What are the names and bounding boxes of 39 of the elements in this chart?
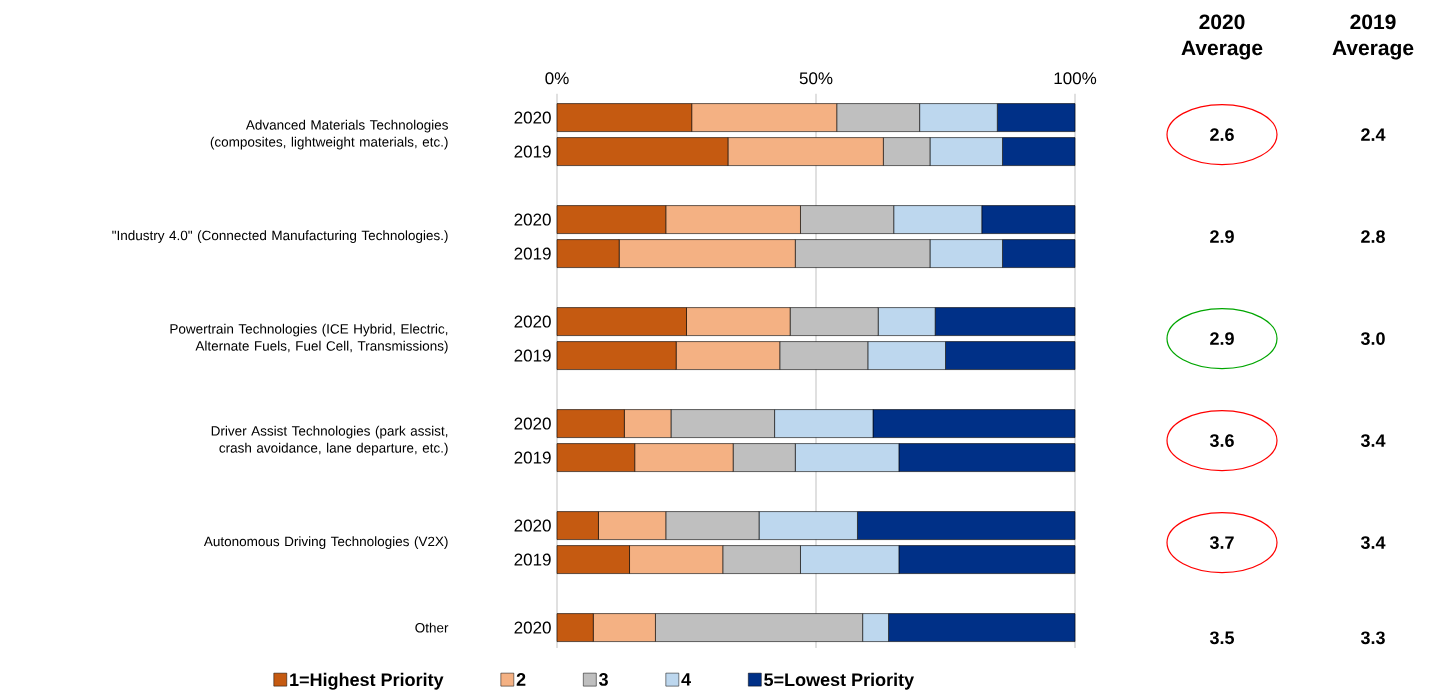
legend-label: 1=Highest Priority: [290, 672, 444, 690]
y-tick-label: 2020: [514, 621, 551, 634]
legend-label: 2: [516, 673, 526, 686]
text: Advanced Materials Technologies (composites, lightweight materials, etc.): [210, 119, 448, 150]
text: 2.4: [1361, 128, 1386, 141]
text: 2020 Average: [1181, 14, 1263, 60]
y-tick-label: 2020: [514, 213, 551, 226]
x-tick-label: 100%: [1054, 72, 1097, 85]
text: Other: [415, 622, 449, 633]
x-tick-label: 50%: [799, 72, 833, 85]
text: 2019 Average: [1332, 14, 1414, 60]
text: 3.4: [1360, 536, 1386, 549]
text: 2.9: [1210, 230, 1234, 243]
legend-label: 3: [598, 673, 608, 686]
y-tick-label: 2020: [514, 111, 551, 124]
y-tick-label: 2020: [514, 417, 551, 430]
y-tick-label: 2019: [514, 451, 551, 464]
y-tick-label: 2019: [514, 553, 551, 566]
x-tick-label: 0%: [545, 72, 569, 85]
y-tick-label: 2020: [514, 315, 551, 328]
text: Autonomous Driving Technologies (V2X): [203, 536, 448, 549]
text: 3.6: [1209, 434, 1234, 447]
text: "Industry 4.0" (Connected Manufacturing Technologies.): [112, 230, 448, 243]
text: 2.9: [1210, 332, 1234, 345]
text: Driver Assist Technologies (park assist, crash avoidance, lane departure, etc.): [211, 425, 448, 456]
legend-label: 4: [681, 673, 691, 686]
text: Powertrain Technologies (ICE Hybrid, Electric, Alternate Fuels, Fuel Cell, Transmissions): [170, 323, 448, 354]
text: 3.0: [1360, 332, 1385, 345]
text: 3.3: [1360, 631, 1385, 645]
legend-label: 5=Lowest Priority: [764, 672, 914, 690]
text: 2.8: [1361, 230, 1385, 243]
text: 3.5: [1209, 631, 1235, 645]
text: 2.6: [1210, 128, 1234, 141]
y-tick-label: 2019: [514, 145, 551, 158]
text: 3.4: [1360, 434, 1386, 447]
y-tick-label: 2020: [514, 519, 551, 532]
y-tick-label: 2019: [514, 247, 551, 260]
y-tick-label: 2019: [514, 349, 551, 362]
text: 3.7: [1209, 536, 1234, 549]
